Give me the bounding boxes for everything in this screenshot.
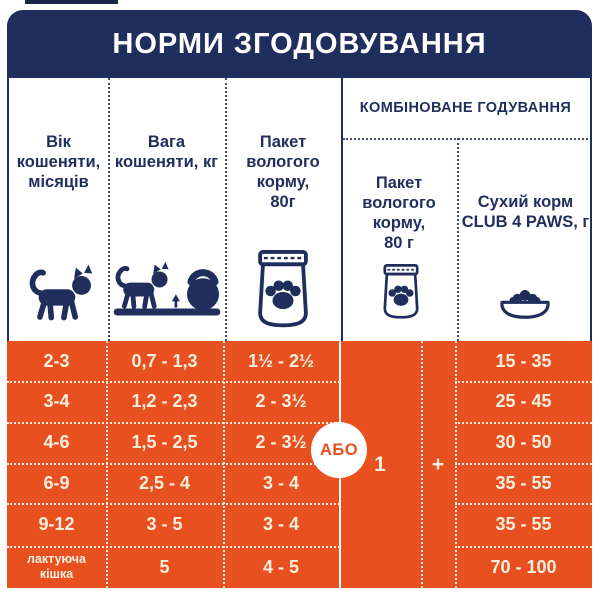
top-edge-artifact <box>25 0 118 4</box>
cell-age: 4-6 <box>43 432 70 452</box>
cell-weight: 5 <box>159 556 170 577</box>
divider <box>225 78 227 341</box>
cell-weight: 0,7 - 1,3 <box>131 350 198 371</box>
combined-wet-pouch-count: 1 <box>374 452 386 476</box>
wet-food-pouch-icon <box>253 250 313 332</box>
cell-wet: 1½ - 2½ <box>247 350 315 371</box>
cell-dry: 30 - 50 <box>495 432 552 452</box>
cell-age: 3-4 <box>43 391 70 411</box>
dry-food-bowl-icon <box>497 290 553 321</box>
cell-dry: 15 - 35 <box>495 350 552 371</box>
cell-age: 6-9 <box>43 472 70 493</box>
row-divider <box>455 381 592 383</box>
wet-food-pouch-icon <box>378 264 424 322</box>
cell-age: 2-3 <box>43 350 70 371</box>
cell-wet: 3 - 4 <box>262 472 300 493</box>
row-divider <box>7 546 340 548</box>
column-header-wet-food: Пакет вологого корму, 80г <box>246 133 320 211</box>
row-divider <box>7 463 340 465</box>
row-divider <box>7 381 340 383</box>
divider <box>421 341 423 588</box>
table-body: 2-3 0,7 - 1,3 1½ - 2½ 15 - 35 3-4 1,2 - … <box>7 341 592 588</box>
cell-dry: 70 - 100 <box>490 556 557 577</box>
row-divider <box>455 422 592 424</box>
cell-weight: 2,5 - 4 <box>138 472 191 493</box>
row-divider <box>455 546 592 548</box>
column-header-age: Вік кошеняти, місяців <box>16 133 101 191</box>
or-badge: АБО <box>311 422 367 478</box>
combined-feeding-header: КОМБІНОВАНЕ ГОДУВАННЯ <box>359 100 572 116</box>
column-header-dry-food: Сухий корм CLUB 4 PAWS, г <box>461 193 590 231</box>
row-divider <box>7 503 340 505</box>
cell-age: 9-12 <box>38 514 75 534</box>
row-divider <box>7 422 340 424</box>
cell-weight: 1,2 - 2,3 <box>131 391 198 411</box>
plus-sign: + <box>431 452 445 476</box>
cell-weight: 3 - 5 <box>146 514 183 534</box>
divider <box>108 78 110 341</box>
cell-weight: 1,5 - 2,5 <box>131 432 198 452</box>
cell-dry: 35 - 55 <box>495 472 552 493</box>
row-divider <box>455 463 592 465</box>
cell-wet: 3 - 4 <box>262 514 300 534</box>
cell-dry: 25 - 45 <box>495 391 552 411</box>
cat-icon <box>26 264 98 322</box>
row-divider <box>455 503 592 505</box>
divider <box>341 78 343 341</box>
column-header-weight: Вага кошеняти, кг <box>114 133 219 171</box>
cell-wet: 4 - 5 <box>262 556 300 577</box>
cell-wet: 2 - 3½ <box>255 432 307 452</box>
divider <box>343 138 588 140</box>
cell-wet: 2 - 3½ <box>255 391 307 411</box>
column-header-combined-wet-food: Пакет вологого корму, 80 г <box>362 174 436 252</box>
page-title: НОРМИ ЗГОДОВУВАННЯ <box>112 27 487 60</box>
cell-dry: 35 - 55 <box>495 514 552 534</box>
feeding-table: НОРМИ ЗГОДОВУВАННЯ КОМБІНОВАНЕ ГОДУВАННЯ… <box>7 10 592 588</box>
title-bar: НОРМИ ЗГОДОВУВАННЯ <box>7 10 592 78</box>
table-header: КОМБІНОВАНЕ ГОДУВАННЯ Вік кошеняти, міся… <box>7 78 592 341</box>
cat-with-kettlebell-icon <box>111 256 223 320</box>
divider <box>457 138 459 341</box>
cell-age: лактуюча кішка <box>27 552 86 581</box>
